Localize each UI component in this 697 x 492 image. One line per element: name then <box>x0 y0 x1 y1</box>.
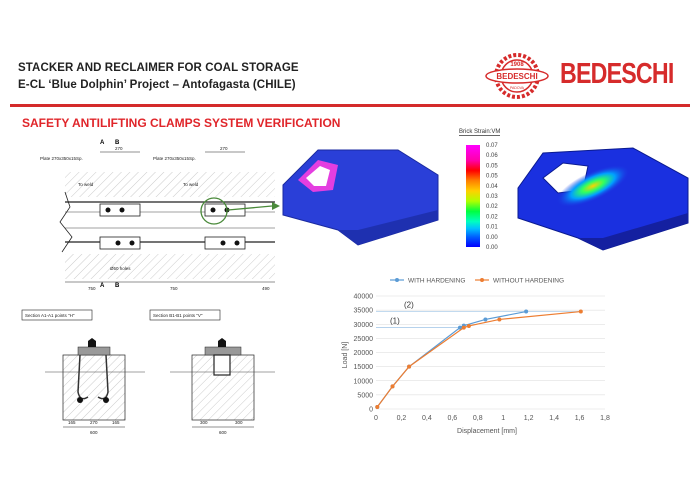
data-point <box>457 325 462 330</box>
svg-text:Ø50 holes: Ø50 holes <box>110 266 131 271</box>
annotation-label: (1) <box>390 317 400 326</box>
y-tick-label: 10000 <box>354 378 374 385</box>
colorbar-tick: 0.01 <box>486 225 498 231</box>
svg-text:165: 165 <box>112 420 120 425</box>
x-tick-label: 0,4 <box>422 415 432 422</box>
title-line-2: E-CL ‘Blue Dolphin’ Project – Antofagast… <box>18 79 296 91</box>
bedeschi-logo: 1908 BEDESCHI PADOVA <box>485 53 549 99</box>
y-tick-label: 5000 <box>357 392 373 399</box>
fea-model-left <box>282 149 439 246</box>
section-b: Section B1-B1 points "V" 600 300 300 <box>149 309 255 435</box>
svg-text:Plate 270x350x15Sp.: Plate 270x350x15Sp. <box>153 156 196 161</box>
plan-drawing: 270 270 A B A B Plate 270x350x15Sp. Plat… <box>40 140 280 291</box>
x-tick-label: 0,2 <box>397 415 407 422</box>
colorbar-tick: 0.02 <box>486 204 498 210</box>
svg-text:300: 300 <box>235 420 243 425</box>
y-tick-label: 35000 <box>354 308 374 315</box>
colorbar-title: Brick Strain:VM <box>459 129 501 136</box>
section-a: Section A1-A1 points "H" 600 165 270 165 <box>21 309 126 435</box>
data-point <box>390 384 395 389</box>
y-tick-label: 15000 <box>354 364 374 371</box>
colorbar-tick: 0.07 <box>486 143 498 149</box>
y-tick-label: 20000 <box>354 350 374 357</box>
y-tick-label: 25000 <box>354 336 374 343</box>
brand-wordmark: BEDESCHI <box>560 58 674 90</box>
colorbar-tick: 0.05 <box>486 174 498 180</box>
svg-text:490: 490 <box>262 286 270 291</box>
x-axis-label: Displacement [mm] <box>457 428 517 435</box>
x-tick-label: 0,6 <box>447 415 457 422</box>
colorbar-tick: 0.03 <box>486 194 498 200</box>
data-point <box>375 405 380 410</box>
y-tick-label: 30000 <box>354 322 374 329</box>
detail-arrow <box>227 205 273 211</box>
x-tick-label: 1,2 <box>524 415 534 422</box>
svg-text:270: 270 <box>90 420 98 425</box>
x-tick-label: 1,6 <box>575 415 585 422</box>
data-point <box>461 325 466 330</box>
load-displacement-chart: WITH HARDENING WITHOUT HARDENING (1) (2) 0 50… <box>342 278 610 436</box>
colorbar <box>466 145 480 247</box>
section-drawings: Section A1-A1 points "H" 600 165 270 165… <box>21 309 275 435</box>
y-tick-label: 40000 <box>354 294 374 301</box>
svg-text:Section A1-A1 points "H": Section A1-A1 points "H" <box>25 313 75 318</box>
svg-text:300: 300 <box>200 420 208 425</box>
svg-text:600: 600 <box>219 430 227 435</box>
colorbar-tick: 0.00 <box>486 235 498 241</box>
y-axis-label: Load [N] <box>342 342 349 369</box>
svg-text:270: 270 <box>220 146 228 151</box>
legend-label: WITHOUT HARDENING <box>493 278 564 285</box>
svg-text:B: B <box>115 140 120 146</box>
data-point <box>578 309 583 314</box>
detail-highlight-circle <box>200 197 228 225</box>
data-point <box>466 323 471 328</box>
svg-text:B: B <box>115 283 120 289</box>
legend-label: WITH HARDENING <box>408 278 465 285</box>
series-line <box>376 310 581 408</box>
x-tick-label: 0 <box>374 415 378 422</box>
x-tick-label: 1,4 <box>549 415 559 422</box>
svg-text:Section B1-B1 points "V": Section B1-B1 points "V" <box>153 313 203 318</box>
svg-text:1908: 1908 <box>510 62 524 68</box>
x-tick-label: 0,8 <box>473 415 483 422</box>
svg-text:600: 600 <box>90 430 98 435</box>
section-title: SAFETY ANTILIFTING CLAMPS SYSTEM VERIFIC… <box>22 116 341 130</box>
svg-text:270: 270 <box>115 146 123 151</box>
svg-text:750: 750 <box>88 286 96 291</box>
svg-text:Plate 270x350x15Sp.: Plate 270x350x15Sp. <box>40 156 83 161</box>
svg-text:To weld: To weld <box>78 182 94 187</box>
svg-text:PADOVA: PADOVA <box>510 86 525 90</box>
svg-text:165: 165 <box>68 420 76 425</box>
annotation-label: (2) <box>404 301 414 310</box>
fea-model-right <box>517 147 689 251</box>
colorbar-tick: 0.06 <box>486 153 498 159</box>
data-point <box>407 364 412 369</box>
title-line-1: STACKER AND RECLAIMER FOR COAL STORAGE <box>18 62 299 74</box>
colorbar-tick: 0.04 <box>486 184 498 190</box>
svg-text:A: A <box>100 283 105 289</box>
colorbar-tick: 0.00 <box>486 245 498 251</box>
colorbar-tick: 0.05 <box>486 163 498 169</box>
data-point <box>524 309 529 314</box>
colorbar-ticks: 0.07 0.06 0.05 0.05 0.04 0.03 0.02 0.02 0.01 0.00… <box>486 143 498 251</box>
svg-text:BEDESCHI: BEDESCHI <box>496 72 537 81</box>
header-divider <box>10 104 690 107</box>
y-tick-label: 0 <box>369 407 373 414</box>
data-point <box>483 317 488 322</box>
x-tick-label: 1 <box>501 415 505 422</box>
series-line <box>376 310 527 408</box>
data-point <box>497 317 502 322</box>
svg-text:To weld: To weld <box>183 182 199 187</box>
x-tick-label: 1,8 <box>600 415 610 422</box>
svg-text:A: A <box>100 140 105 146</box>
svg-text:750: 750 <box>170 286 178 291</box>
colorbar-tick: 0.02 <box>486 214 498 220</box>
